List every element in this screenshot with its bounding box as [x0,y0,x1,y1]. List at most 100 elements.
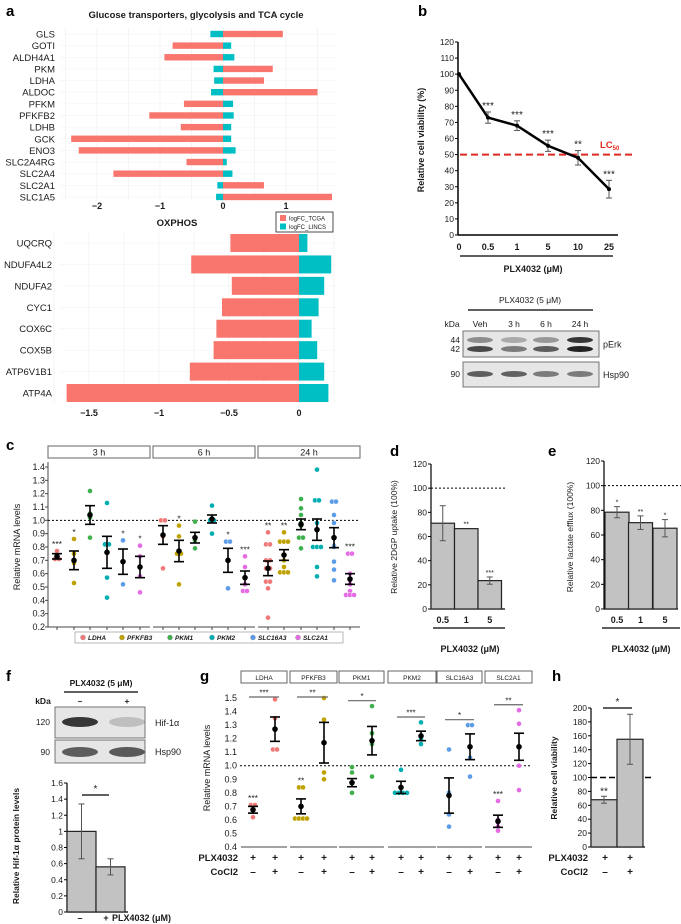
category-label: GLS [36,30,55,41]
y-tick-label: 0.8 [32,542,45,552]
significance-label: ** [281,520,288,530]
sample-point [349,550,355,557]
sample-point [192,545,198,552]
condition-symbol: + [446,853,452,864]
bar-lincs [299,384,329,403]
y-tick-label: 1.5 [224,693,237,703]
mean-point [418,733,424,739]
condition-symbol: + [418,853,424,864]
sample-point [331,566,337,573]
sample-point [467,773,473,780]
sample-point [265,585,271,592]
category-label: SLC2A4RG [5,158,55,169]
x-tick-label: 0 [296,408,301,418]
y-tick-label: 1.1 [224,747,237,757]
y-tick-label: 0.9 [224,774,237,784]
protein-band [109,717,145,727]
sample-point [160,565,166,572]
category-label: PKM [34,64,55,75]
y-axis-label: Relative mRNA levels [202,724,212,811]
sample-point [516,787,522,793]
mean-point [71,557,77,564]
sample-point [272,696,278,703]
sample-point [300,534,306,541]
bar-lincs [223,54,235,61]
panel-label-d: d [390,443,399,460]
y-tick-label: 200 [573,703,587,713]
protein-band [501,337,527,343]
blot-membrane [54,739,146,764]
facet-label: 6 h [198,448,211,458]
condition-symbol: + [272,853,278,864]
sample-point [227,538,233,545]
comparison-significance: * [458,711,461,720]
bar [604,511,630,610]
bar [590,799,618,848]
chart-title: Glucose transporters, glycolysis and TCA… [88,10,303,21]
viability-line [457,73,610,191]
sample-point [318,544,324,550]
sample-point [300,784,306,791]
condition-symbol: + [495,853,501,864]
x-tick-label: 5 [662,615,667,625]
mean-point [314,526,320,533]
y-tick-label: 40 [578,814,588,824]
sample-point [333,498,339,505]
bar-lincs [210,30,223,38]
protein-label: Hif-1α [155,718,179,728]
y-tick-label: 50 [445,150,455,160]
sample-point [349,769,355,776]
condition-symbol: + [369,867,375,878]
facet-strip [152,445,256,459]
mean-point [176,548,182,554]
facet-label: SLC2A1 [496,675,521,682]
y-tick-label: 30 [445,182,455,192]
y-tick-label: 0.8 [224,788,237,798]
y-axis-label: Relative 2DGP uptake (100%) [389,480,399,594]
x-tick-label: −1.5 [80,408,98,418]
significance-label: ** [600,786,608,797]
protein-band [501,371,527,377]
category-label: SLC2A4 [20,169,55,180]
protein-band [467,346,493,352]
bar-lincs [223,123,232,131]
panel-label-a: a [6,3,15,20]
bar [477,580,503,610]
y-tick-label: 120 [586,456,600,466]
sample-point [446,746,452,753]
y-tick-label: 1.0 [32,515,45,525]
bar-tcga [113,170,223,177]
protein-band [62,747,98,757]
panel-label-b: b [418,3,427,20]
bar-lincs [299,255,332,274]
category-label: SLC2A1 [20,181,55,192]
sample-point [469,722,475,728]
y-tick-label: 60 [578,800,588,810]
mean-point [298,521,304,528]
y-tick-label: 160 [573,731,587,741]
category-label: GCK [34,134,55,145]
kda-label: kDa [444,319,459,329]
sample-point [87,488,93,494]
category-label: LDHA [30,76,56,87]
y-tick-label: 120 [440,37,454,47]
sample-point [418,719,424,726]
significance-label: *** [511,110,523,121]
comparison-significance: ** [309,689,315,698]
x-tick-label: −1 [154,408,164,418]
y-tick-label: 120 [573,759,587,769]
significance-label: * [664,513,667,520]
protein-band [567,337,593,343]
x-tick-label: 1 [638,615,643,625]
panel-label-g: g [200,668,209,685]
protein-band [533,346,559,352]
facet-strip [240,670,288,684]
y-tick-label: 0.7 [32,555,45,565]
condition-row-label: CoCl2 [561,867,588,878]
y-tick-label: 0 [422,604,427,614]
bar-tcga [183,100,223,108]
condition-symbol: – [349,867,355,878]
kda-marker: 120 [36,717,50,727]
facet-strip [338,670,385,684]
legend-swatch [167,634,173,641]
